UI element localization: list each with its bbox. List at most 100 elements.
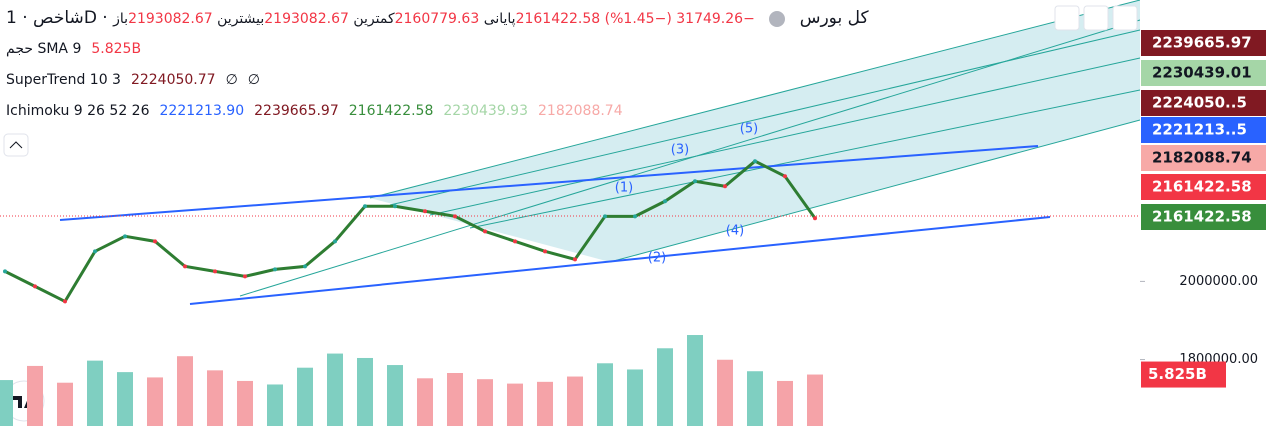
close-point bbox=[573, 257, 577, 262]
y-tick-label: 2000000.00 bbox=[1179, 274, 1258, 289]
close-point bbox=[153, 239, 157, 244]
price-label: 2224050..5 bbox=[1152, 94, 1247, 112]
volume-bar bbox=[777, 380, 793, 426]
channel-line bbox=[429, 57, 1141, 216]
volume-bar bbox=[207, 370, 223, 426]
status-dot bbox=[769, 11, 786, 27]
close-point bbox=[63, 299, 67, 304]
trend-line bbox=[59, 145, 1039, 221]
volume-bar bbox=[507, 383, 523, 426]
indicator-value: 2221213.90 bbox=[159, 103, 245, 119]
pitchfork-fill bbox=[370, 0, 1140, 262]
close-point bbox=[3, 269, 7, 274]
window-buttons[interactable] bbox=[1054, 5, 1138, 31]
indicator-value: 2182088.74 bbox=[538, 103, 623, 119]
close-point bbox=[123, 234, 127, 239]
close-point bbox=[333, 239, 337, 244]
close-point bbox=[453, 214, 457, 219]
volume-bar bbox=[177, 356, 193, 426]
indicator-value: 2224050.77 bbox=[130, 72, 216, 88]
wave-label: (2) bbox=[648, 251, 666, 266]
volume-bar bbox=[537, 381, 553, 426]
indicator-name: Ichimoku 9 26 52 26 bbox=[6, 103, 150, 119]
close-point bbox=[723, 184, 727, 189]
volume-axis-label: 5.825B bbox=[1148, 365, 1207, 383]
volume-bar bbox=[447, 373, 463, 426]
volume-bar bbox=[27, 365, 43, 426]
wave-label: (4) bbox=[726, 224, 744, 239]
volume-bar bbox=[327, 353, 343, 426]
volume-bar bbox=[237, 380, 253, 426]
price-label-bg bbox=[1141, 60, 1266, 86]
close: 2161422.58 bbox=[515, 11, 601, 27]
volume-bar bbox=[567, 376, 583, 426]
trend-line bbox=[189, 216, 1051, 305]
close-point bbox=[663, 199, 667, 204]
price-label: 2161422.58 bbox=[1152, 178, 1252, 196]
close-point bbox=[753, 159, 757, 164]
price-label-bg bbox=[1141, 90, 1266, 116]
wave-label: (1) bbox=[615, 181, 633, 196]
collapse-icon bbox=[9, 141, 23, 149]
price-line bbox=[4, 159, 817, 304]
volume-bar bbox=[87, 360, 103, 426]
low: 2160779.63 bbox=[394, 11, 480, 27]
close-point bbox=[33, 284, 37, 289]
collapse-button[interactable] bbox=[3, 133, 29, 157]
volume-axis-label-bg bbox=[1141, 361, 1226, 388]
price-label-bg bbox=[1141, 174, 1266, 200]
indicator-value: 2239665.97 bbox=[254, 103, 339, 119]
indicator-row: حجم SMA 9 5.825B bbox=[6, 41, 151, 57]
indicator-row: SuperTrend 10 3 2224050.77 ∅ ∅ bbox=[6, 72, 270, 88]
volume-bar bbox=[57, 382, 73, 426]
volume-bar bbox=[0, 380, 13, 426]
volume-bar bbox=[477, 379, 493, 426]
volume-bar bbox=[387, 365, 403, 426]
indicator-row: Ichimoku 9 26 52 26 2221213.90 2239665.97 2… bbox=[6, 103, 633, 119]
close-point bbox=[303, 264, 307, 269]
volume-bar bbox=[357, 357, 373, 426]
channel-line bbox=[369, 0, 1141, 199]
price-label: 2230439.01 bbox=[1152, 64, 1252, 82]
volume-bar bbox=[117, 372, 133, 426]
close-point bbox=[183, 264, 187, 269]
indicator-name: حجم SMA 9 bbox=[6, 41, 82, 57]
open: 2193082.67 bbox=[128, 11, 213, 27]
close-point bbox=[813, 216, 817, 221]
low-label: کمترین bbox=[353, 11, 395, 27]
indicator-value: 2161422.58 bbox=[348, 103, 434, 119]
open-label: باز bbox=[113, 11, 129, 27]
close-point bbox=[273, 267, 277, 272]
channel-line bbox=[389, 29, 1141, 206]
volume-bar bbox=[267, 384, 283, 426]
volume-bar bbox=[627, 369, 643, 426]
price-label: 2221213..5 bbox=[1152, 121, 1247, 139]
volume-bar bbox=[657, 348, 673, 426]
volume-bar bbox=[147, 377, 163, 426]
price-label: 2161422.58 bbox=[1152, 208, 1252, 226]
close-point bbox=[603, 214, 607, 219]
volume-bar bbox=[717, 359, 733, 426]
channel-line bbox=[609, 119, 1141, 263]
close-point bbox=[483, 229, 487, 234]
close-point bbox=[363, 204, 367, 209]
price-label: 2239665.97 bbox=[1152, 34, 1252, 52]
close-point bbox=[543, 249, 547, 254]
close-point bbox=[693, 179, 697, 184]
price-label: 2182088.74 bbox=[1152, 149, 1252, 167]
volume-bar bbox=[687, 335, 703, 426]
channel-line bbox=[239, 19, 1141, 297]
close-point bbox=[393, 204, 397, 209]
indicator-value: 5.825B bbox=[91, 41, 142, 57]
close-point bbox=[93, 249, 97, 254]
close-point bbox=[513, 239, 517, 244]
symbol: شاخص · 1D · کل بورس bbox=[6, 8, 869, 28]
channel-line bbox=[469, 89, 1141, 229]
close-point bbox=[783, 174, 787, 179]
close-point bbox=[633, 214, 637, 219]
close-label: پایانی bbox=[483, 11, 516, 27]
volume-bar bbox=[297, 367, 313, 426]
volume-bar bbox=[747, 371, 763, 426]
indicator-name: SuperTrend 10 3 bbox=[6, 72, 121, 88]
volume-bar bbox=[417, 378, 433, 426]
